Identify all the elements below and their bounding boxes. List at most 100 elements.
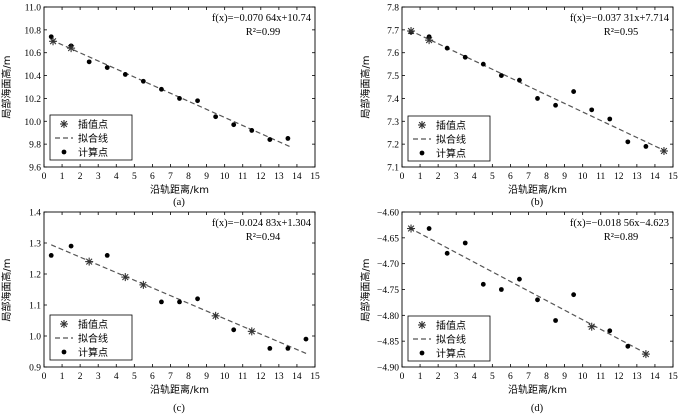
calc-point bbox=[195, 98, 200, 104]
x-tick-label: 8 bbox=[186, 172, 191, 182]
calc-point bbox=[104, 65, 110, 70]
y-tick-label: 1.1 bbox=[29, 302, 41, 312]
calc-point bbox=[140, 78, 146, 84]
calc-point bbox=[122, 72, 128, 77]
y-tick-label: 10.4 bbox=[24, 72, 41, 82]
legend-calc-marker bbox=[61, 149, 67, 155]
x-tick-label: 2 bbox=[436, 172, 441, 182]
x-tick-label: 13 bbox=[274, 172, 284, 182]
legend-interp-marker bbox=[60, 320, 68, 328]
x-tick-label: 0 bbox=[400, 372, 405, 382]
y-tick-label: −4.75 bbox=[377, 286, 399, 296]
legend-interp-label: 插值点 bbox=[78, 318, 108, 331]
y-tick-label: 7.2 bbox=[387, 141, 399, 151]
interp-point bbox=[121, 273, 130, 282]
plot-frame bbox=[43, 6, 316, 168]
legend-fit-label: 拟合线 bbox=[78, 332, 108, 345]
x-tick-label: 6 bbox=[150, 172, 155, 182]
x-tick-label: 7 bbox=[168, 172, 173, 182]
x-tick-label: 10 bbox=[220, 372, 230, 382]
calc-point bbox=[159, 299, 164, 305]
y-tick-label: 7.5 bbox=[387, 72, 399, 82]
calc-point bbox=[571, 89, 577, 94]
fit-line bbox=[408, 227, 648, 355]
panel-label: (c) bbox=[173, 403, 185, 414]
calc-point bbox=[86, 59, 92, 65]
legend-interp-marker bbox=[60, 120, 68, 128]
chart-panel: 0 1 2 3 4 5 6 7 8 9 10 11 12 13 14 159.69.810.010.210.4… bbox=[0, 4, 320, 209]
panel-label: (a) bbox=[173, 197, 185, 208]
calc-point bbox=[498, 73, 504, 78]
legend-calc-label: 计算点 bbox=[436, 347, 466, 360]
y-tick-label: 10.2 bbox=[24, 95, 41, 105]
calc-point bbox=[517, 77, 522, 83]
panel-label: (b) bbox=[531, 197, 544, 208]
y-tick-label: −4.60 bbox=[377, 209, 399, 219]
x-tick-label: 13 bbox=[632, 372, 642, 382]
legend-interp-marker bbox=[418, 121, 426, 129]
y-tick-label: 10.8 bbox=[24, 26, 41, 36]
y-tick-label: −4.80 bbox=[377, 312, 399, 322]
calc-point bbox=[589, 107, 595, 113]
r-squared: R²=0.94 bbox=[246, 232, 281, 243]
legend-fit-label: 拟合线 bbox=[436, 133, 466, 146]
x-tick-label: 6 bbox=[508, 172, 513, 182]
x-tick-label: 9 bbox=[562, 372, 567, 382]
calc-point bbox=[104, 253, 110, 258]
x-tick-label: 9 bbox=[204, 372, 209, 382]
x-tick-label: 10 bbox=[578, 372, 588, 382]
calc-point bbox=[553, 318, 558, 323]
calc-point bbox=[231, 327, 237, 333]
calc-point bbox=[177, 299, 182, 305]
x-tick-label: 6 bbox=[150, 372, 155, 382]
interp-point bbox=[49, 37, 58, 46]
y-axis-label: 局部海面高/m bbox=[0, 258, 13, 321]
x-tick-label: 14 bbox=[650, 172, 660, 182]
calc-point bbox=[517, 276, 522, 282]
calc-point bbox=[625, 139, 631, 145]
x-tick-label: 13 bbox=[632, 172, 642, 182]
chart-panel: 0 1 2 3 4 5 6 7 8 9 10 11 12 13 14 157.17.27.37.47.57.6… bbox=[359, 4, 678, 209]
x-tick-label: 0 bbox=[42, 372, 47, 382]
x-tick-label: 6 bbox=[508, 372, 513, 382]
y-tick-label: −4.65 bbox=[377, 234, 399, 244]
calc-point bbox=[480, 61, 486, 67]
x-tick-label: 1 bbox=[60, 172, 65, 182]
x-tick-label: 13 bbox=[274, 372, 284, 382]
calc-point bbox=[159, 86, 164, 92]
fit-equation: f(x)=−0.024 83x+1.304 bbox=[212, 218, 312, 229]
fit-line bbox=[50, 39, 290, 148]
x-tick-label: 12 bbox=[256, 372, 266, 382]
legend-interp-marker bbox=[418, 321, 426, 329]
legend-calc-marker bbox=[419, 150, 425, 156]
calc-point bbox=[607, 116, 613, 122]
x-tick-label: 7 bbox=[526, 372, 531, 382]
x-tick-label: 15 bbox=[668, 372, 678, 382]
x-tick-label: 15 bbox=[668, 172, 678, 182]
fit-equation: f(x)=−0.037 31x+7.714 bbox=[570, 13, 670, 24]
calc-point bbox=[553, 102, 558, 108]
calc-point bbox=[571, 292, 577, 298]
calc-point bbox=[285, 136, 291, 141]
y-tick-label: 1.4 bbox=[29, 209, 41, 219]
y-tick-label: 11.0 bbox=[25, 4, 42, 14]
x-tick-label: 11 bbox=[596, 172, 605, 182]
calc-point bbox=[607, 328, 613, 334]
calc-point bbox=[426, 226, 432, 231]
x-tick-label: 0 bbox=[42, 172, 47, 182]
x-tick-label: 4 bbox=[472, 172, 477, 182]
x-tick-label: 12 bbox=[614, 172, 624, 182]
y-tick-label: 1.2 bbox=[29, 271, 41, 281]
x-tick-label: 8 bbox=[544, 172, 549, 182]
x-tick-label: 10 bbox=[578, 172, 588, 182]
x-tick-label: 4 bbox=[114, 172, 119, 182]
calc-point bbox=[231, 122, 237, 128]
interp-point bbox=[67, 44, 76, 53]
x-tick-label: 5 bbox=[490, 172, 495, 182]
x-tick-label: 12 bbox=[614, 372, 624, 382]
interp-point bbox=[659, 147, 668, 155]
plot-frame bbox=[43, 211, 316, 368]
